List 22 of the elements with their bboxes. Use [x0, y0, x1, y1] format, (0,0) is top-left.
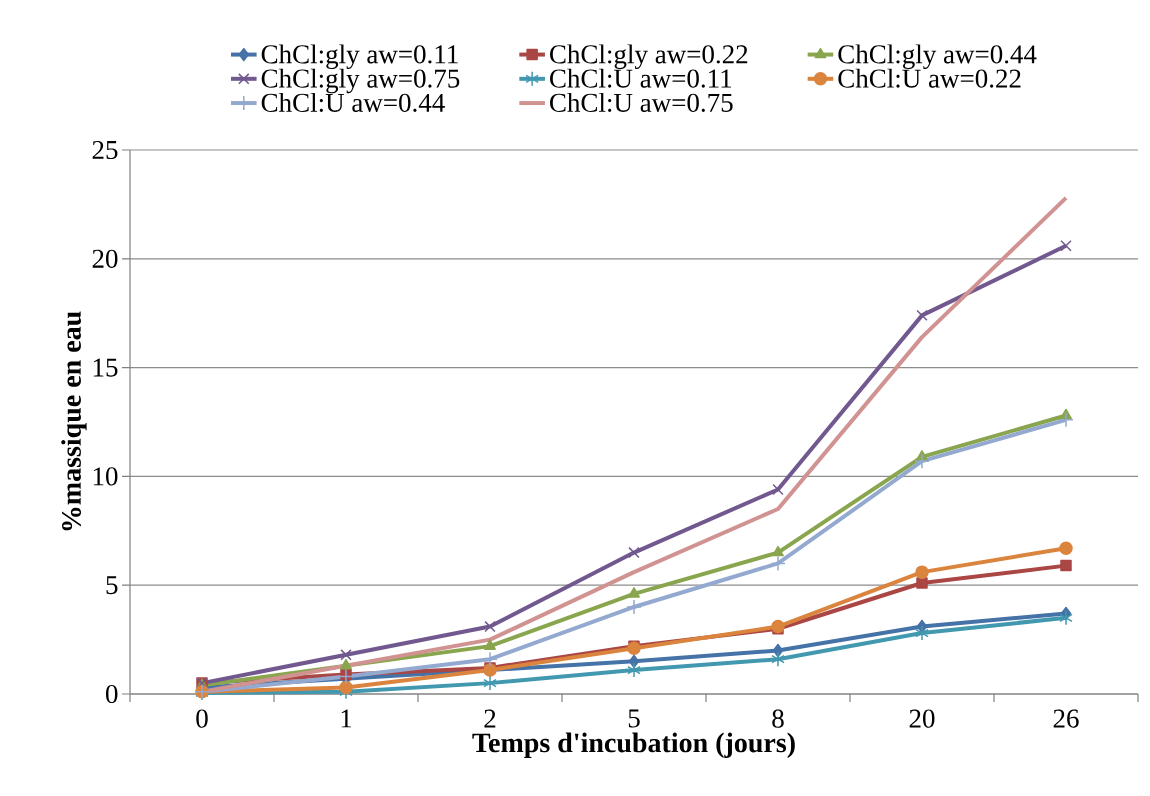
x-tick-label: 2	[484, 709, 496, 728]
y-axis-title: %massique en eau	[61, 311, 87, 531]
y-tick-label: 20	[92, 249, 118, 268]
y-tick-label: 10	[93, 467, 118, 486]
y-tick-label: 15	[93, 358, 118, 377]
x-axis-title: Temps d'incubation (jours)	[472, 732, 795, 759]
legend-label: ChCl:U aw=0.22	[838, 68, 1021, 88]
legend-label: ChCl:gly aw=0.75	[261, 68, 460, 94]
x-tick-label: 26	[1053, 709, 1079, 728]
legend-label: ChCl:U aw=0.75	[550, 92, 733, 113]
x-tick-label: 8	[772, 709, 784, 728]
legend-label: ChCl:U aw=0.11	[550, 68, 732, 88]
legend-label: ChCl:gly aw=0.44	[838, 44, 1037, 70]
legend-label: ChCl:gly aw=0.22	[550, 44, 748, 70]
y-tick-label: 0	[106, 684, 118, 704]
legend-label: ChCl:gly aw=0.11	[261, 44, 458, 70]
x-tick-label: 0	[196, 709, 208, 728]
y-tick-label: 25	[92, 140, 118, 160]
x-tick-label: 1	[341, 709, 352, 728]
x-tick-label: 5	[628, 709, 640, 728]
y-tick-label: 5	[106, 576, 118, 595]
x-tick-label: 20	[909, 709, 935, 728]
